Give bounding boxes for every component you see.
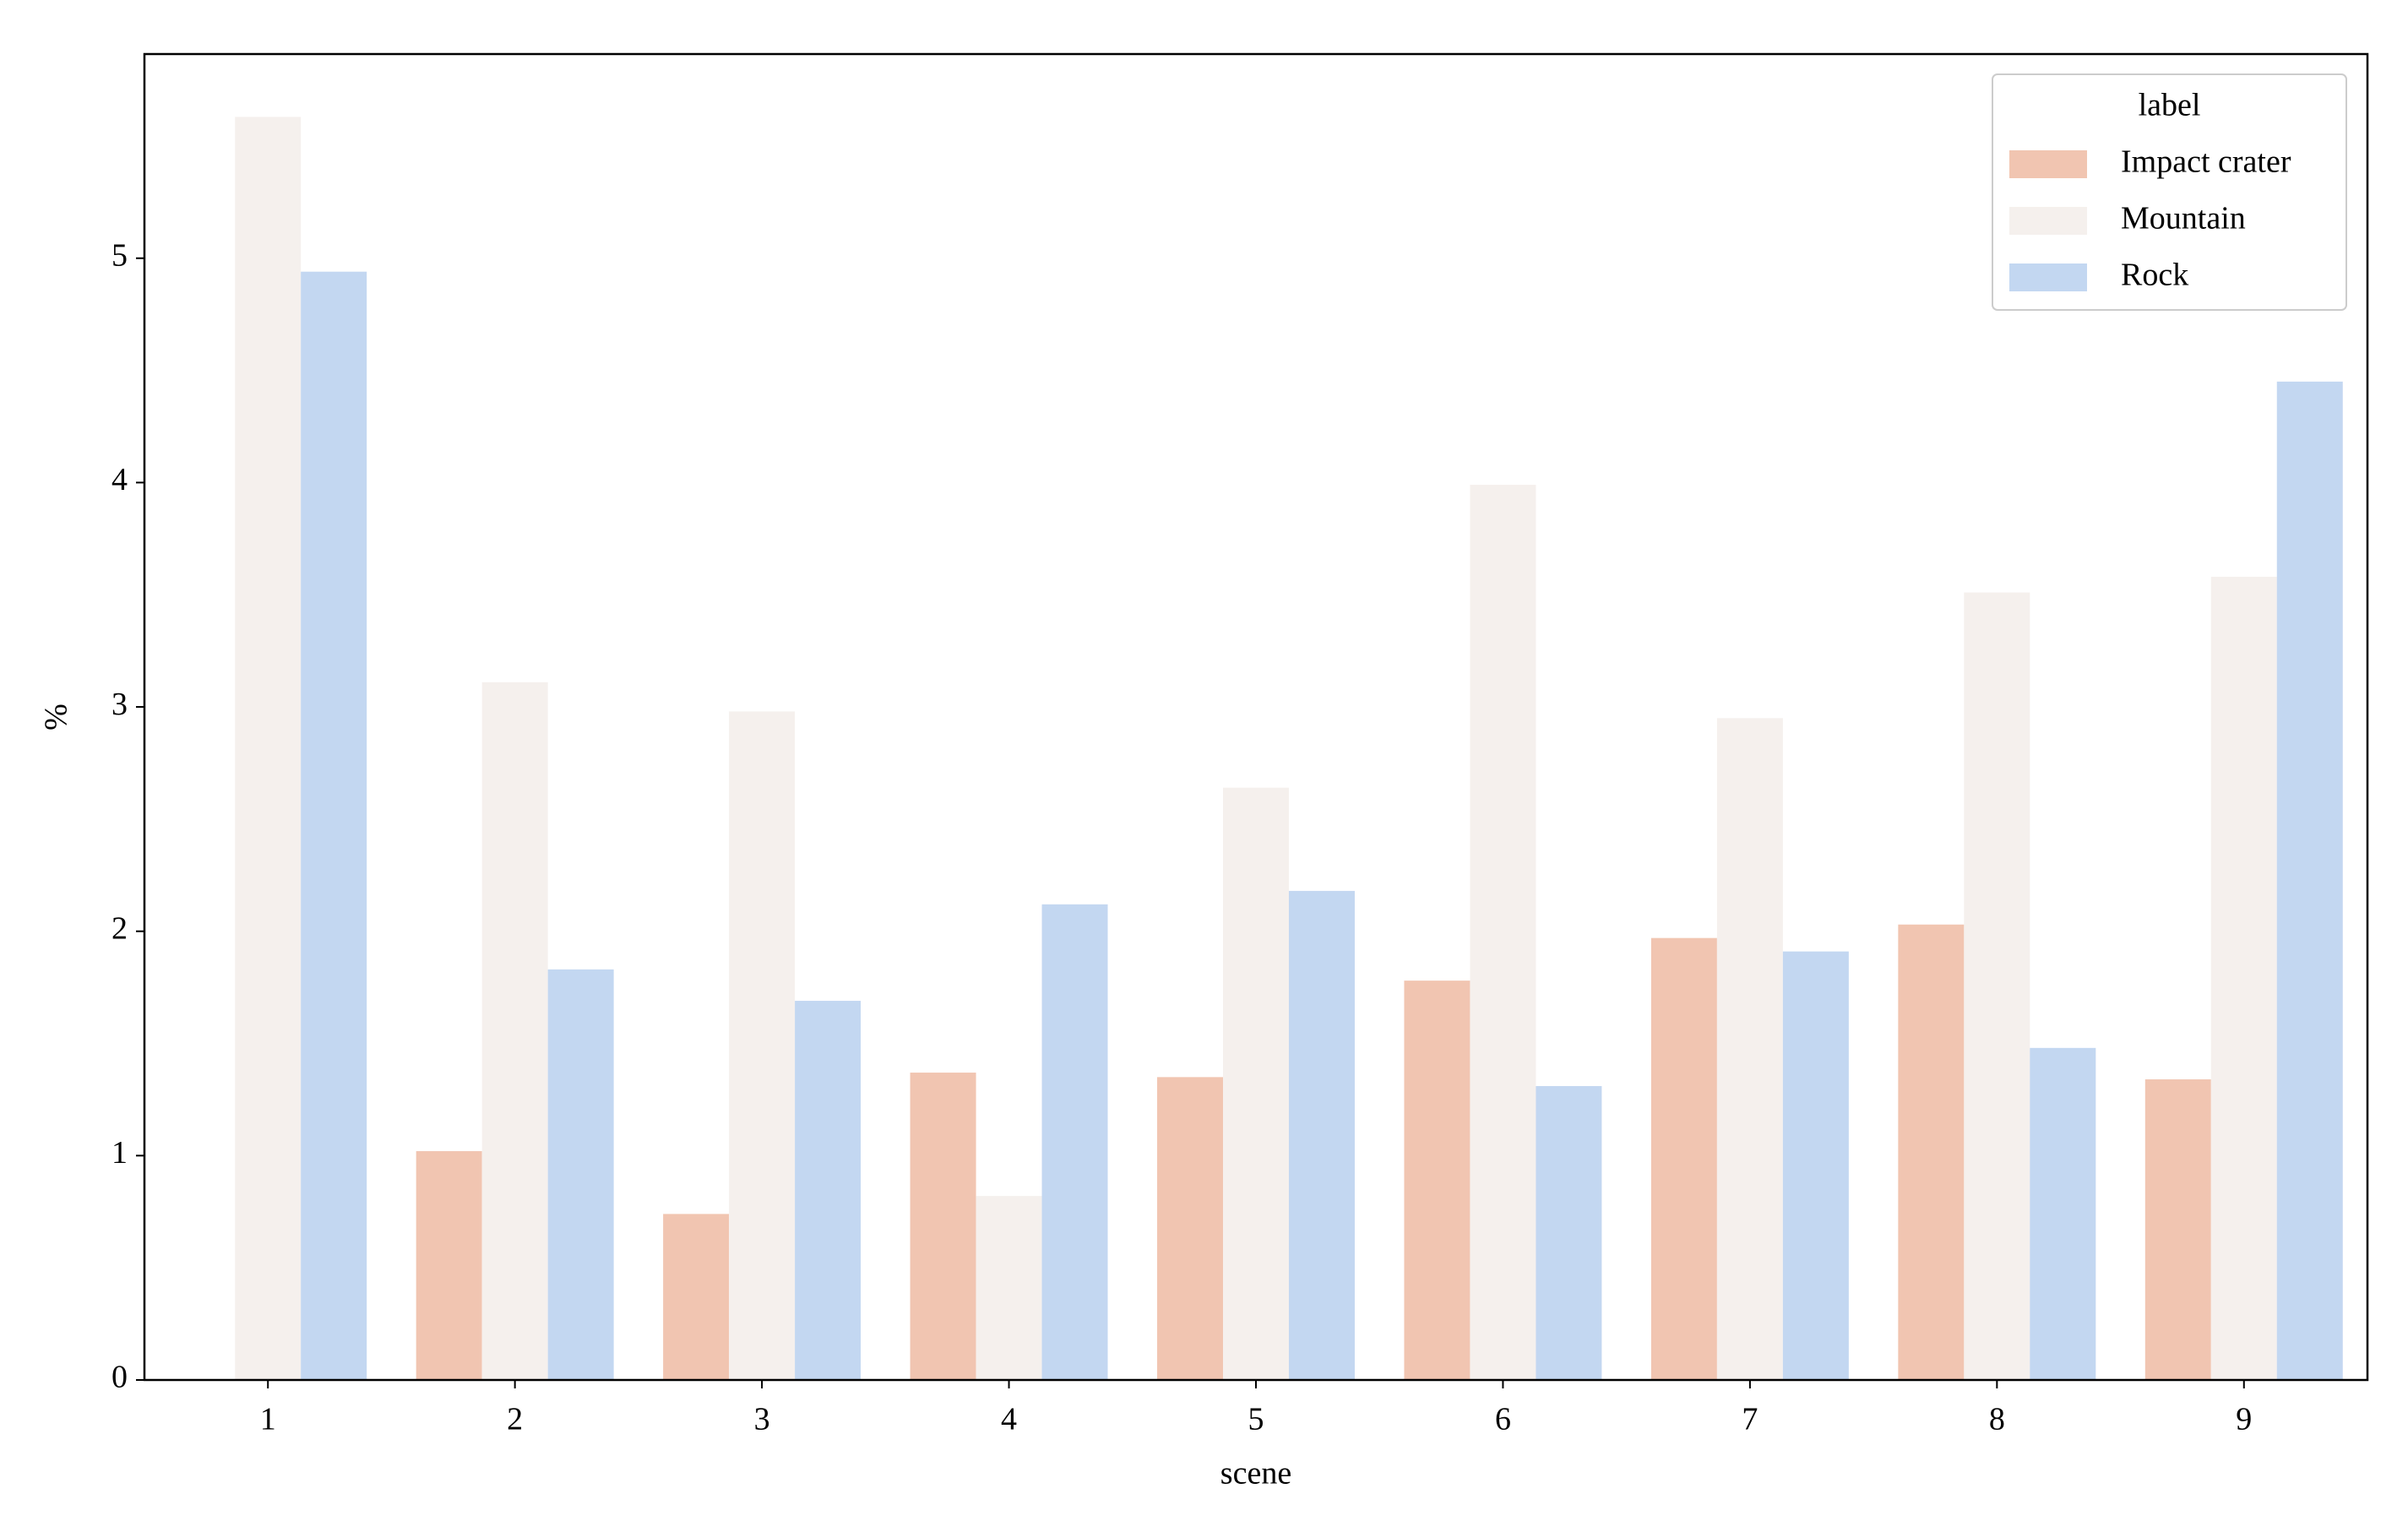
x-tick-label: 1 — [260, 1402, 276, 1437]
y-tick-label: 2 — [111, 910, 128, 946]
y-tick-label: 4 — [111, 462, 128, 497]
x-tick-label: 2 — [507, 1402, 523, 1437]
x-tick-label: 6 — [1495, 1402, 1511, 1437]
x-tick-label: 8 — [1989, 1402, 2005, 1437]
bar — [1650, 937, 1717, 1380]
legend-label: Mountain — [2121, 201, 2246, 236]
bar — [1470, 485, 1536, 1380]
y-tick-label: 3 — [111, 687, 128, 722]
y-axis-label: % — [39, 704, 74, 731]
legend-swatch — [2009, 263, 2087, 291]
x-tick-label: 4 — [1001, 1402, 1017, 1437]
bar — [1964, 592, 2030, 1380]
bar — [1716, 718, 1783, 1380]
legend-box — [1992, 73, 2347, 311]
plot-frame — [143, 52, 2369, 1382]
bar — [1404, 981, 1470, 1380]
bar — [1157, 1077, 1224, 1380]
bar — [235, 117, 302, 1380]
bar — [795, 1001, 862, 1380]
y-tick-label: 0 — [111, 1360, 128, 1395]
bar — [481, 682, 548, 1380]
bar — [1782, 951, 1849, 1380]
bar — [2210, 576, 2277, 1380]
bar — [2276, 381, 2343, 1381]
y-tick-label: 5 — [111, 237, 128, 273]
bar — [729, 711, 796, 1380]
bar — [1041, 904, 1108, 1380]
bar — [547, 969, 614, 1380]
bar — [910, 1073, 976, 1380]
legend-label: Impact crater — [2121, 144, 2291, 180]
bar — [1898, 924, 1965, 1380]
bar — [2030, 1047, 2096, 1380]
bar — [663, 1214, 730, 1380]
legend-swatch — [2009, 150, 2087, 178]
x-tick-label: 5 — [1248, 1402, 1264, 1437]
bar — [976, 1196, 1042, 1380]
bar — [1288, 890, 1355, 1380]
legend-title: label — [2139, 88, 2201, 123]
bar — [1223, 787, 1289, 1380]
x-tick-label: 7 — [1742, 1402, 1758, 1437]
x-tick-label: 3 — [754, 1402, 770, 1437]
legend-label: Rock — [2121, 258, 2188, 293]
y-tick-label: 1 — [111, 1135, 128, 1171]
legend-swatch — [2009, 207, 2087, 235]
x-tick-label: 9 — [2236, 1402, 2252, 1437]
bar — [416, 1151, 482, 1380]
bar — [2144, 1079, 2211, 1380]
x-axis-label: scene — [1220, 1456, 1291, 1491]
bar — [1536, 1085, 1602, 1380]
bar — [301, 271, 367, 1380]
